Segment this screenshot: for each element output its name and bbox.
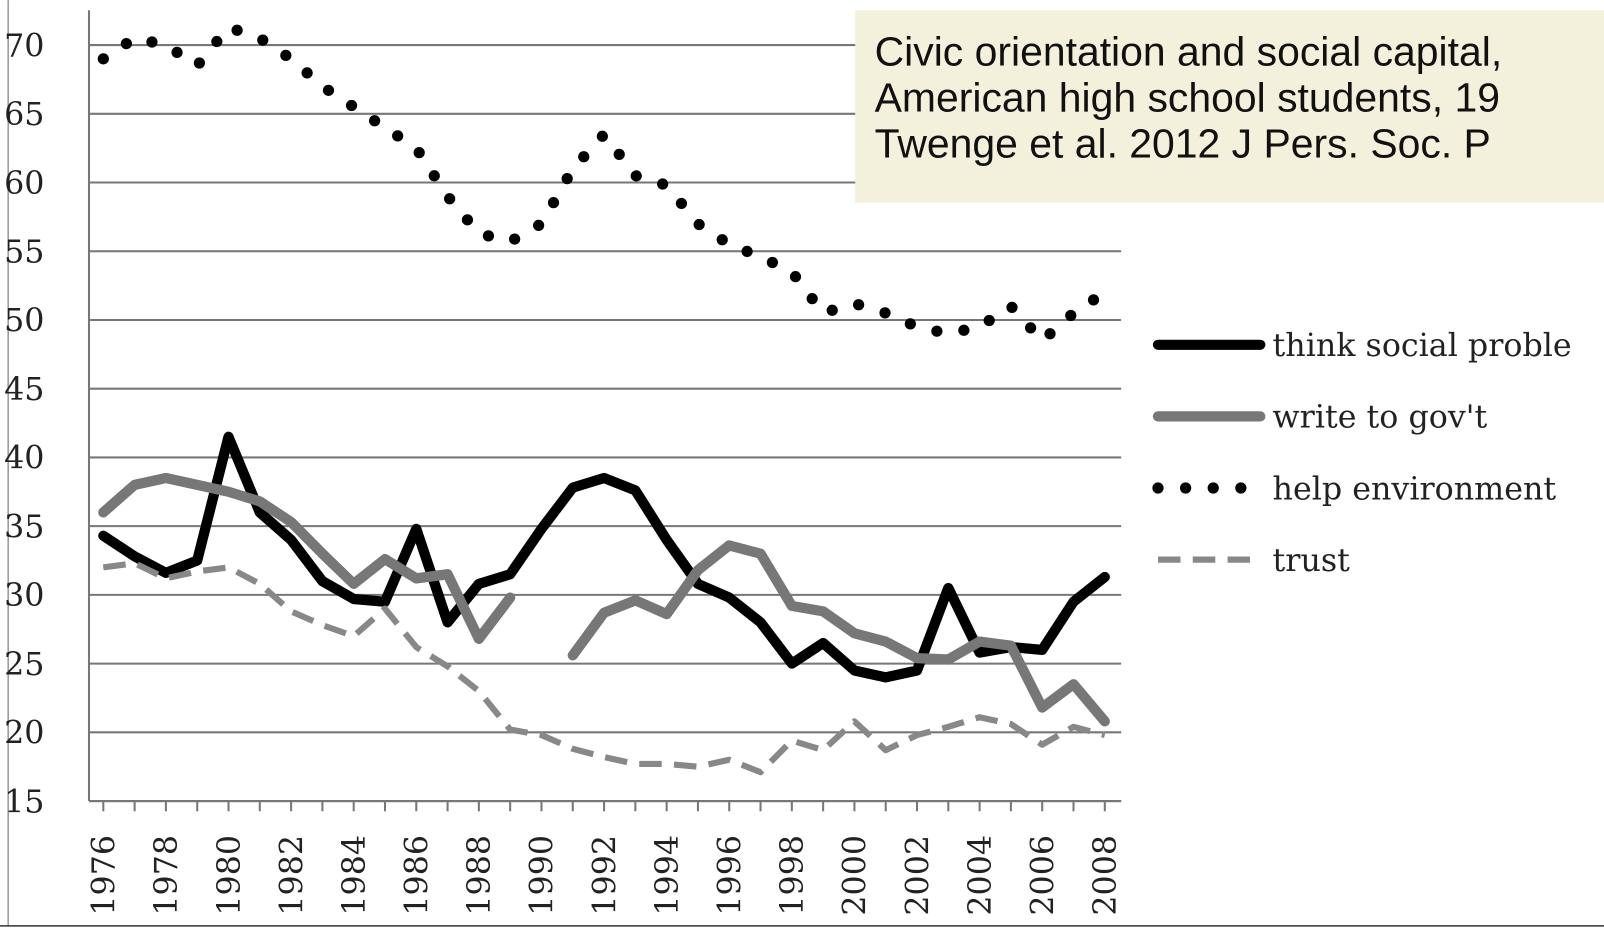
x-tick-label: 1996 [712, 835, 748, 916]
y-tick-label: 65 [4, 97, 44, 133]
y-tick-label: 15 [4, 784, 44, 820]
x-tick-label: 2006 [1025, 835, 1061, 916]
x-tick-label: 1980 [212, 835, 248, 916]
labels: 15 20 25 30 35 40 45 50 55 60 65 70 1976 1978 1980 1982… [4, 28, 1572, 915]
x-tick-label: 2002 [900, 835, 936, 916]
chart-title: Twenge et al. 2012 J Pers. Soc. P [875, 121, 1491, 167]
title-box [855, 10, 1604, 203]
y-tick-label: 55 [4, 235, 44, 271]
series-line [97, 21, 1111, 347]
x-tick-label: 1990 [525, 835, 561, 916]
y-tick-label: 40 [4, 441, 44, 477]
x-tick-label: 1978 [149, 835, 185, 916]
legend-label: help environment [1273, 471, 1557, 507]
x-tick-label: 2008 [1088, 835, 1124, 916]
x-tick-label: 1992 [587, 835, 623, 916]
x-tick-label: 1994 [650, 835, 686, 916]
y-tick-label: 25 [4, 647, 44, 683]
plot-lines [97, 21, 1111, 776]
x-tick-label: 1998 [775, 835, 811, 916]
y-tick-label: 70 [4, 28, 44, 64]
legend-label: trust [1273, 543, 1351, 579]
y-tick-label: 60 [4, 166, 44, 202]
y-tick-label: 35 [4, 509, 44, 545]
y-tick-label: 50 [4, 303, 44, 339]
x-tick-label: 2004 [963, 835, 999, 916]
chart-title: American high school students, 19 [875, 75, 1500, 121]
y-tick-label: 20 [4, 716, 44, 752]
x-tick-label: 1988 [462, 835, 498, 916]
x-tick-label: 1976 [87, 835, 123, 916]
series-line [102, 560, 1106, 776]
x-tick-label: 1986 [400, 835, 436, 916]
series-line [98, 431, 1110, 683]
legend-label: think social proble [1273, 328, 1572, 364]
chart-title: Civic orientation and social capital, [875, 29, 1503, 75]
y-tick-label: 45 [4, 372, 44, 408]
x-tick-label: 1984 [337, 835, 373, 916]
x-tick-label: 1982 [274, 835, 310, 916]
y-tick-label: 30 [4, 578, 44, 614]
legend-label: write to gov't [1273, 400, 1488, 436]
x-tick-label: 2000 [838, 835, 874, 916]
series-line [98, 472, 1110, 727]
